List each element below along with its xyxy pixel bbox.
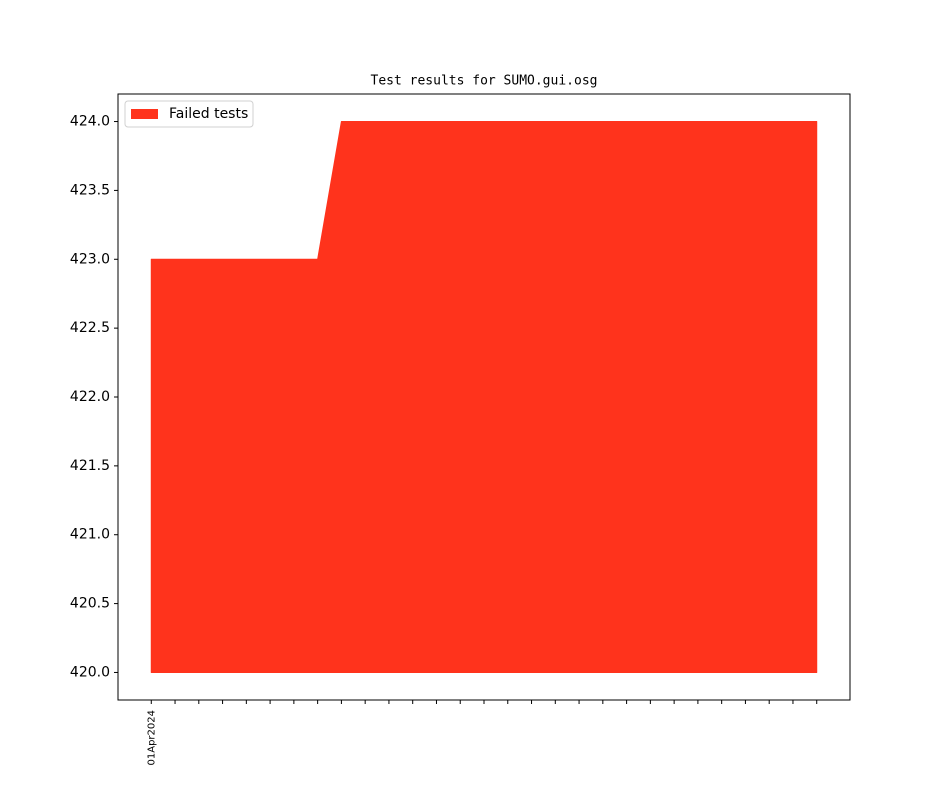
- area: [150, 121, 818, 673]
- y-tick-label: 421.0: [70, 527, 110, 543]
- y-tick-label: 422.0: [70, 389, 110, 405]
- y-tick-label: 423.5: [70, 182, 110, 198]
- chart-title: Test results for SUMO.gui.osg: [371, 74, 598, 89]
- y-tick-label: 424.0: [70, 114, 110, 130]
- y-tick-label: 421.5: [70, 458, 110, 474]
- legend-box: [124, 100, 254, 128]
- legend-swatch: [131, 109, 158, 119]
- y-tick-label: 420.5: [70, 596, 110, 612]
- legend-label: Failed tests: [169, 106, 248, 122]
- x-tick-label: 01Apr2024: [146, 710, 157, 765]
- y-tick-label: 423.0: [70, 251, 110, 267]
- y-tick-label: 420.0: [70, 664, 110, 680]
- y-tick-label: 422.5: [70, 320, 110, 336]
